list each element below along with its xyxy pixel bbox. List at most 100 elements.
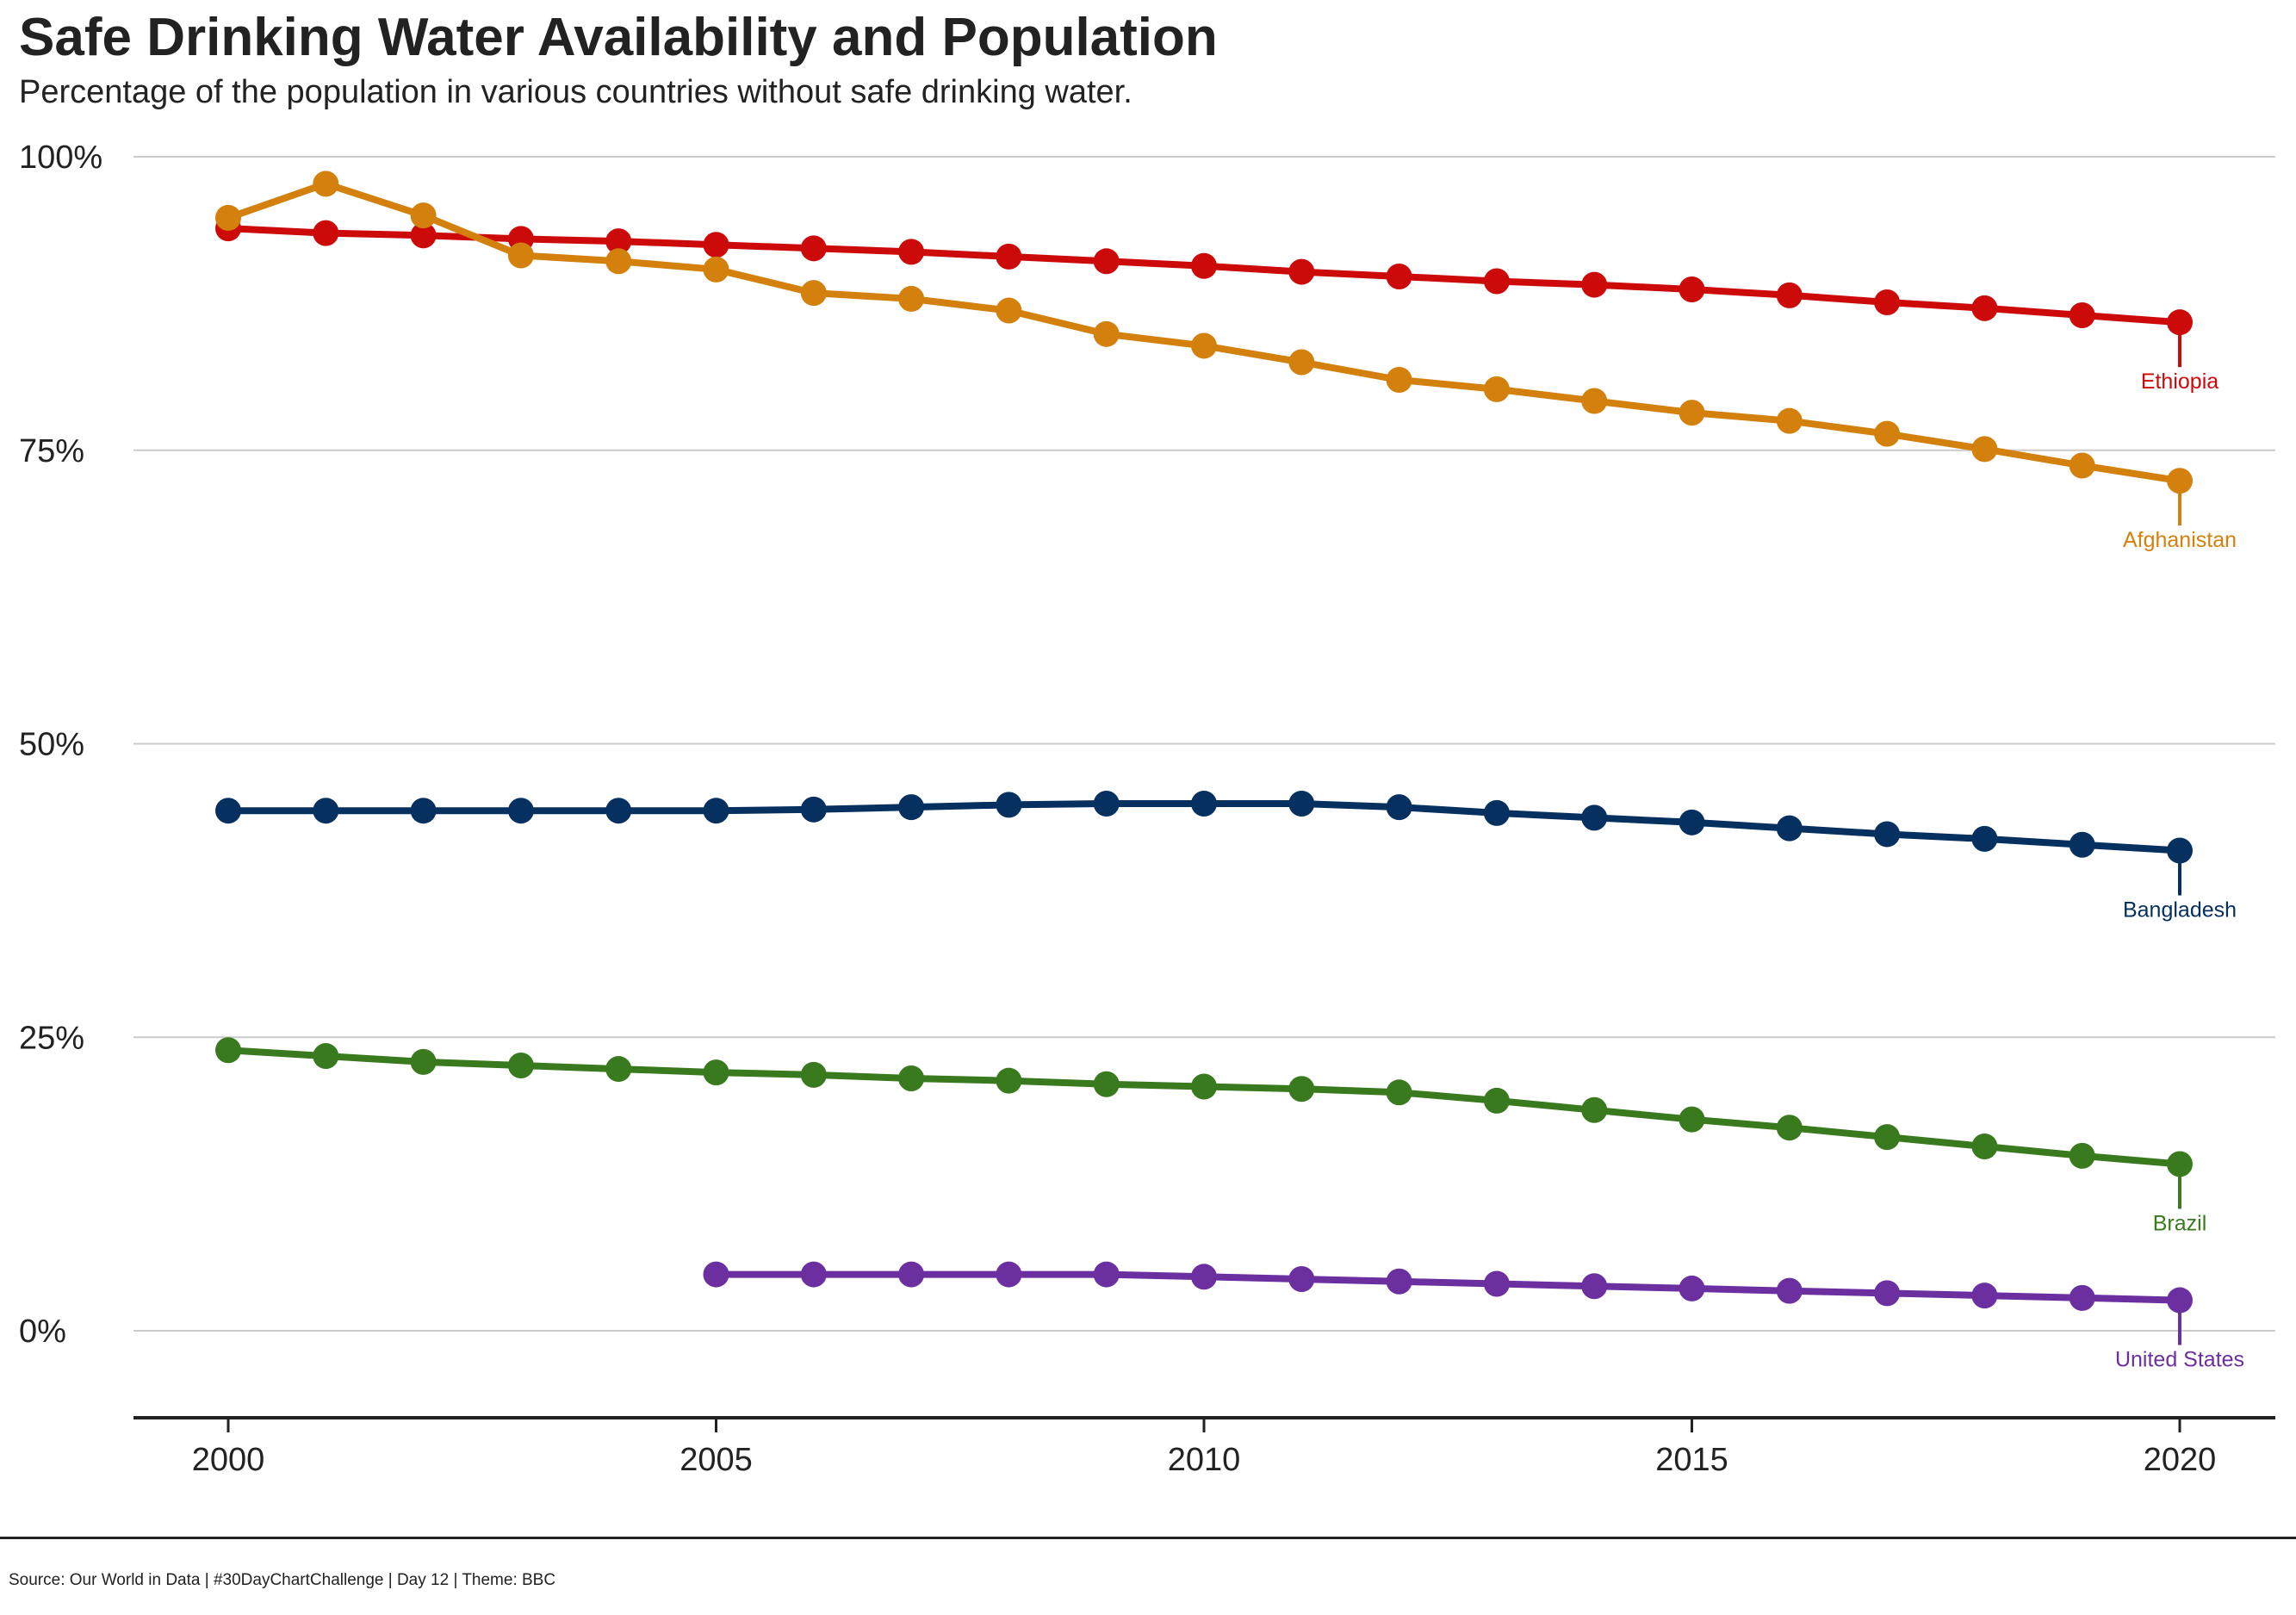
ethiopia-point-2002 [410, 222, 437, 249]
ethiopia-point-2009 [1093, 248, 1120, 275]
bangladesh-point-2002 [410, 798, 437, 824]
brazil-point-2009 [1093, 1071, 1120, 1097]
afghanistan-point-2005 [703, 256, 729, 283]
afghanistan-point-2007 [898, 285, 925, 312]
brazil-point-2008 [996, 1067, 1022, 1094]
series-united-states [703, 1261, 2193, 1314]
bangladesh-point-2009 [1093, 791, 1120, 817]
ethiopia-point-2019 [2069, 302, 2095, 329]
united-states-point-2011 [1288, 1266, 1315, 1293]
united-states-point-2008 [996, 1261, 1022, 1288]
bangladesh-point-2013 [1483, 799, 1510, 826]
x-tick-label-2000: 2000 [192, 1442, 265, 1478]
afghanistan-point-2006 [800, 280, 827, 307]
bangladesh-point-2015 [1679, 809, 1705, 835]
series-lines [215, 171, 2193, 1314]
y-tick-label-100: 100% [19, 140, 102, 176]
bangladesh-point-2014 [1581, 804, 1608, 831]
source-note: Source: Our World in Data | #30DayChartC… [9, 1571, 556, 1589]
x-axis-ticks: 2000 2005 2010 2015 2020 [192, 1418, 2217, 1478]
united-states-point-2018 [1971, 1283, 1998, 1309]
ethiopia-point-2004 [605, 228, 632, 255]
bangladesh-point-2003 [507, 798, 534, 824]
united-states-point-2012 [1386, 1268, 1412, 1295]
ethiopia-point-2006 [800, 235, 827, 262]
brazil-point-2015 [1679, 1106, 1705, 1133]
brazil-point-2002 [410, 1048, 437, 1075]
afghanistan-point-2000 [215, 204, 241, 231]
ethiopia-point-2010 [1191, 252, 1217, 279]
afghanistan-point-2018 [1971, 436, 1998, 463]
brazil-point-2006 [800, 1061, 827, 1088]
united-states-point-2015 [1679, 1275, 1705, 1301]
united-states-point-2017 [1874, 1280, 1901, 1307]
brazil-point-2007 [898, 1065, 925, 1091]
united-states-point-2019 [2069, 1284, 2095, 1311]
bangladesh-point-2007 [898, 794, 925, 821]
united-states-point-2013 [1483, 1270, 1510, 1297]
ethiopia-point-2001 [313, 220, 339, 246]
bangladesh-point-2010 [1191, 791, 1217, 817]
bangladesh-point-2006 [800, 796, 827, 823]
footer-rule [0, 1537, 2296, 1539]
brazil-point-2014 [1581, 1096, 1608, 1123]
x-tick-label-2020: 2020 [2144, 1442, 2217, 1478]
bangladesh-point-2001 [313, 798, 339, 824]
brazil-point-2011 [1288, 1076, 1315, 1103]
ethiopia-point-2015 [1679, 276, 1705, 303]
line-chart: 0% 25% 50% 75% 100% 2000 2005 2010 2015 2020 Eth… [19, 140, 2275, 1478]
y-tick-label-25: 25% [19, 1020, 84, 1056]
series-bangladesh [215, 791, 2193, 864]
y-axis-ticks: 0% 25% 50% 75% 100% [19, 140, 102, 1350]
brazil-point-2013 [1483, 1087, 1510, 1114]
afghanistan-point-2010 [1191, 332, 1217, 359]
united-states-point-2009 [1093, 1261, 1120, 1288]
ethiopia-label: Ethiopia [2141, 370, 2218, 394]
bangladesh-point-2004 [605, 798, 632, 824]
y-tick-label-75: 75% [19, 433, 84, 469]
bangladesh-label: Bangladesh [2123, 898, 2237, 922]
united-states-point-2014 [1581, 1273, 1608, 1300]
afghanistan-point-2014 [1581, 388, 1608, 414]
ethiopia-point-2017 [1874, 289, 1901, 316]
afghanistan-point-2013 [1483, 376, 1510, 402]
ethiopia-point-2014 [1581, 271, 1608, 298]
x-tick-label-2005: 2005 [679, 1442, 753, 1478]
bangladesh-point-2012 [1386, 794, 1412, 821]
brazil-point-2018 [1971, 1134, 1998, 1160]
series-brazil [215, 1037, 2193, 1177]
series-labels: Ethiopia Afghanistan Bangladesh Brazil Unite… [2115, 322, 2244, 1372]
brazil-point-2000 [215, 1037, 241, 1064]
series-afghanistan [215, 171, 2193, 494]
chart-subtitle: Percentage of the population in various … [19, 74, 1132, 110]
brazil-label: Brazil [2153, 1211, 2207, 1235]
afghanistan-point-2002 [410, 202, 437, 229]
ethiopia-point-2012 [1386, 264, 1412, 290]
y-tick-label-0: 0% [19, 1314, 66, 1350]
gridlines [133, 156, 2275, 1332]
united-states-point-2006 [800, 1261, 827, 1288]
afghanistan-point-2019 [2069, 452, 2095, 479]
united-states-label: United States [2115, 1348, 2244, 1372]
brazil-point-2012 [1386, 1079, 1412, 1106]
ethiopia-point-2016 [1776, 282, 1803, 308]
afghanistan-point-2004 [605, 248, 632, 275]
united-states-point-2005 [703, 1261, 729, 1288]
afghanistan-point-2003 [507, 242, 534, 269]
afghanistan-point-2016 [1776, 407, 1803, 434]
ethiopia-point-2008 [996, 243, 1022, 270]
afghanistan-point-2012 [1386, 366, 1412, 393]
brazil-point-2017 [1874, 1124, 1901, 1151]
afghanistan-point-2015 [1679, 400, 1705, 426]
y-tick-label-50: 50% [19, 727, 84, 763]
ethiopia-point-2013 [1483, 268, 1510, 295]
united-states-point-2007 [898, 1261, 925, 1288]
bangladesh-point-2005 [703, 798, 729, 824]
bangladesh-point-2018 [1971, 825, 1998, 852]
brazil-point-2016 [1776, 1115, 1803, 1141]
ethiopia-point-2007 [898, 239, 925, 265]
brazil-point-2004 [605, 1056, 632, 1083]
ethiopia-point-2011 [1288, 258, 1315, 285]
bangladesh-point-2016 [1776, 815, 1803, 842]
brazil-point-2005 [703, 1059, 729, 1086]
